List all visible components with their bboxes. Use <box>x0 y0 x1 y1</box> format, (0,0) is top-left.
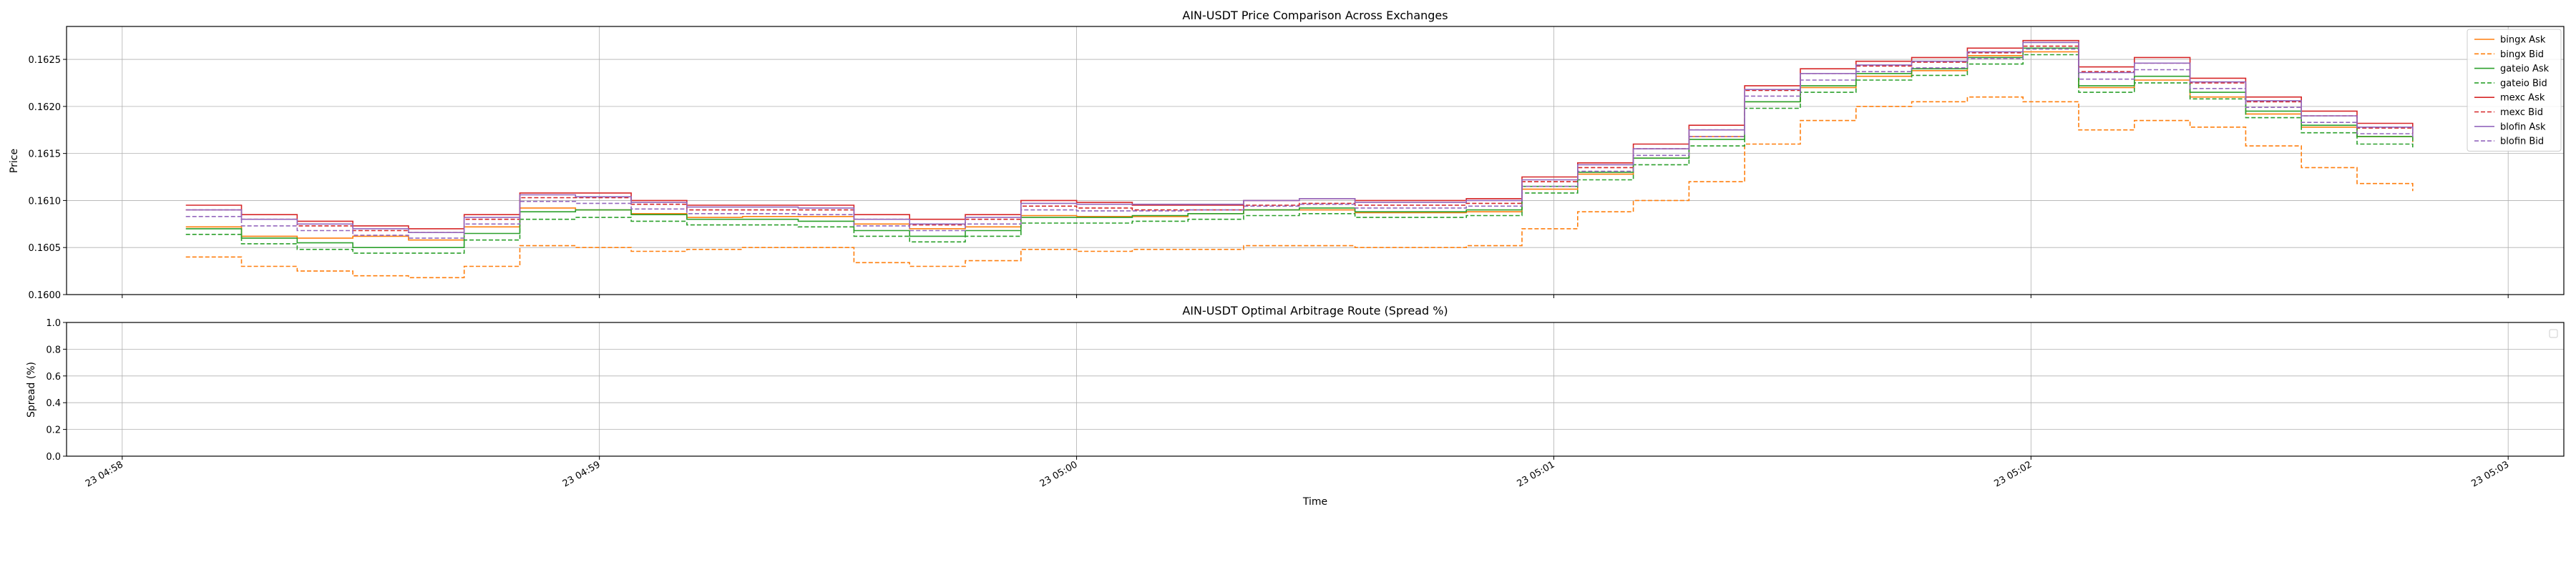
spread-y-tick-label: 1.0 <box>46 318 61 329</box>
spread-y-tick-label: 0.8 <box>46 345 61 355</box>
price-chart-title: AIN-USDT Price Comparison Across Exchang… <box>1182 9 1448 22</box>
price-panel: AIN-USDT Price Comparison Across Exchang… <box>9 9 2565 301</box>
legend-entry-label: blofin Ask <box>2500 122 2546 132</box>
spread-y-tick-label: 0.2 <box>46 425 61 436</box>
legend-entry-label: gateio Ask <box>2500 64 2550 74</box>
spread-y-tick-label: 0.6 <box>46 372 61 383</box>
price-y-axis-label: Price <box>9 149 20 173</box>
price-y-tick-label: 0.1625 <box>29 55 62 66</box>
legend-entry-label: mexc Ask <box>2500 93 2545 104</box>
legend-entry-label: mexc Bid <box>2500 107 2543 118</box>
price-y-tick-label: 0.1600 <box>29 290 62 301</box>
legend-entry-label: bingx Ask <box>2500 35 2546 46</box>
time-x-axis-label: Time <box>1302 496 1327 508</box>
price-legend: bingx Ask bingx Bid gateio Ask gateio Bid me… <box>2467 29 2562 152</box>
spread-panel: AIN-USDT Optimal Arbitrage Route (Spread… <box>26 304 2565 508</box>
legend-entry-label: bingx Bid <box>2500 49 2544 60</box>
spread-y-tick-label: 0.4 <box>46 398 61 409</box>
price-y-tick-label: 0.1605 <box>29 243 62 254</box>
series-line-bingx-bid <box>185 96 2414 279</box>
spread-axes-frame <box>66 322 2565 457</box>
spread-y-axis-label: Spread (%) <box>26 362 37 418</box>
spread-y-ticks: 0.0 0.2 0.4 0.6 0.8 1.0 <box>46 318 67 463</box>
price-y-ticks: 0.1600 0.1605 0.1610 0.1615 0.1620 0.1625 <box>29 55 67 301</box>
series-line-blofin-bid <box>185 48 2414 239</box>
legend-entry-label: blofin Bid <box>2500 137 2544 147</box>
series-line-blofin-ask <box>185 41 2414 233</box>
price-y-tick-label: 0.1610 <box>29 196 62 207</box>
spread-legend-box <box>2549 329 2558 338</box>
price-series-lines <box>185 39 2414 279</box>
price-y-tick-label: 0.1615 <box>29 149 62 160</box>
legend-entry-label: gateio Bid <box>2500 78 2547 89</box>
spread-chart-title: AIN-USDT Optimal Arbitrage Route (Spread… <box>1182 304 1448 317</box>
price-x-ticks <box>122 295 2509 298</box>
legend-box <box>2467 29 2562 152</box>
spread-y-tick-label: 0.0 <box>46 452 61 463</box>
price-y-tick-label: 0.1620 <box>29 102 62 113</box>
price-axes-frame <box>66 26 2565 295</box>
